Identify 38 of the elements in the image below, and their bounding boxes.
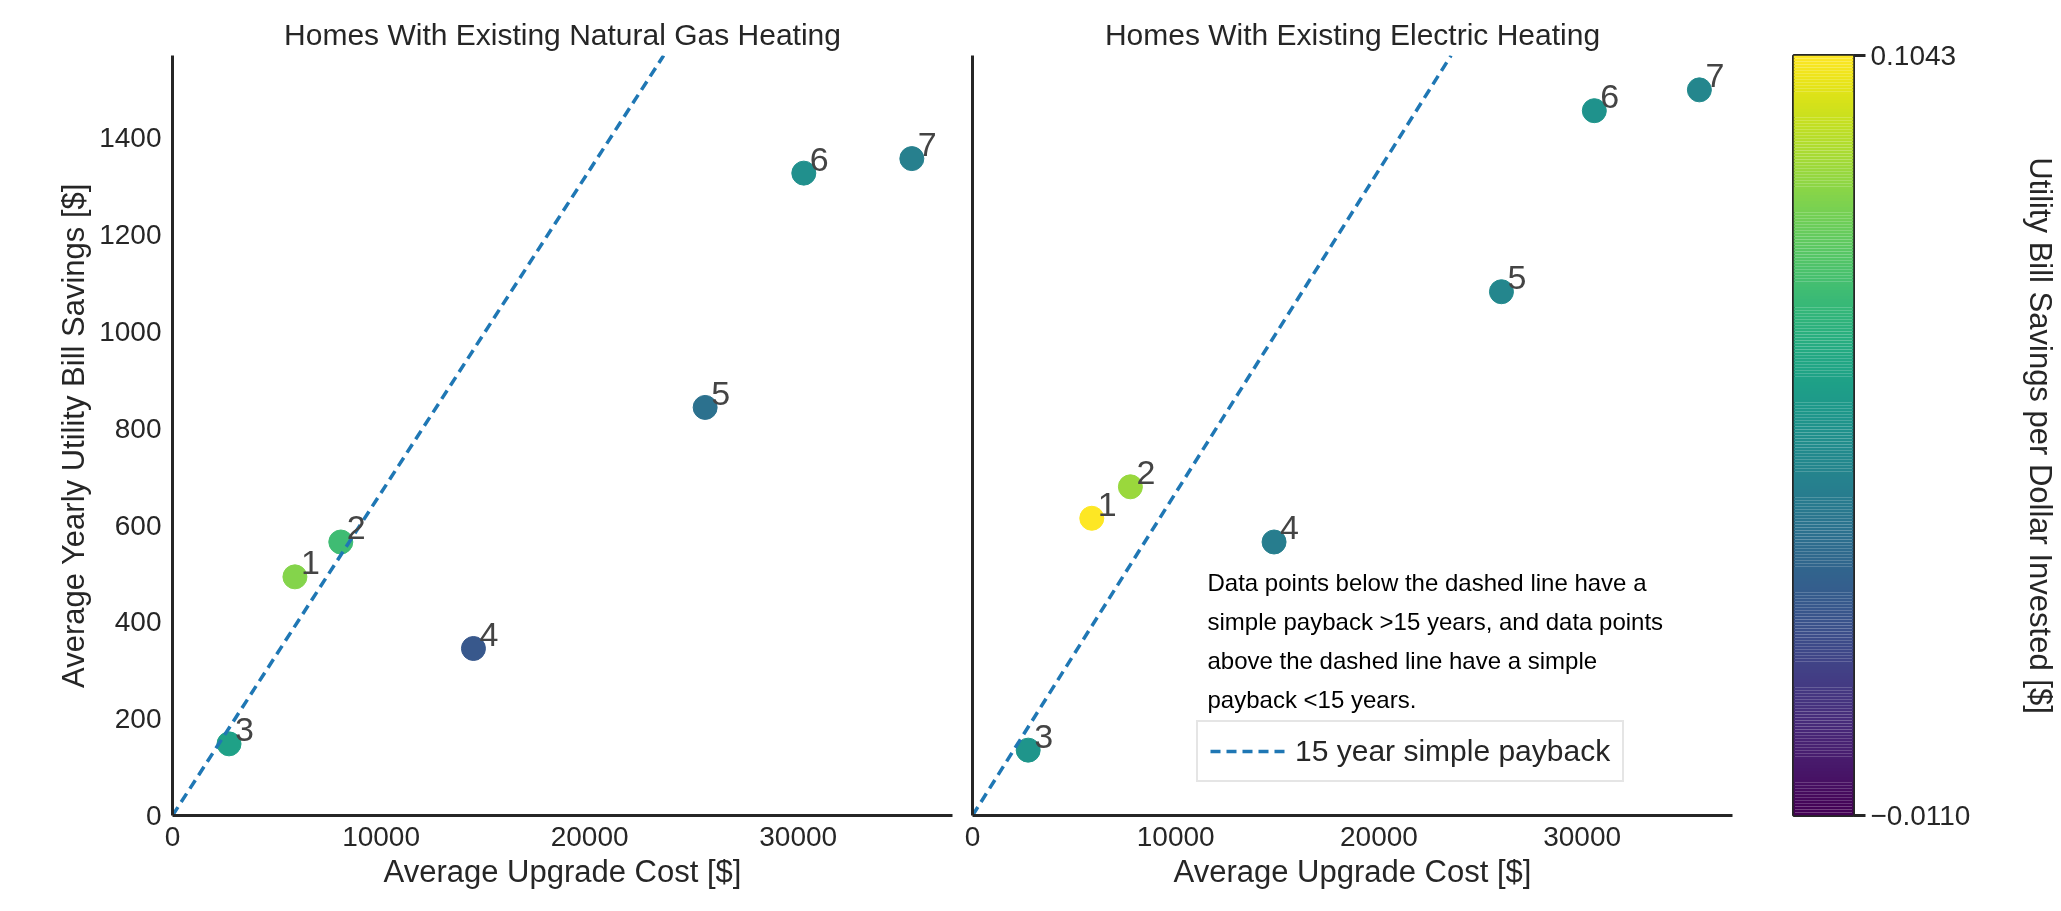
x-tick-label: 10000 [342, 820, 420, 852]
x-tick-label: 20000 [1339, 820, 1418, 852]
annotation: 3 [235, 710, 254, 749]
annotation: 2 [1136, 453, 1156, 492]
annotation: 4 [1280, 508, 1299, 547]
x-tick-label: 10000 [1136, 820, 1215, 852]
color-bar-label: −0.0110 [1870, 800, 1971, 831]
annotation: 6 [1600, 77, 1620, 116]
x-tick-label: 30000 [1543, 820, 1622, 852]
annotation: 6 [809, 139, 829, 178]
x-axis-title: Average Upgrade Cost [$] [383, 853, 742, 889]
y-tick-label: 0 [145, 800, 162, 831]
annotation: 5 [711, 373, 731, 412]
y-tick-label: 1000 [99, 315, 162, 347]
annotation: Data points below the dashed line have a simple payback >15 years, and data points above the dashed line have a simple payback <15 years. [1207, 568, 1664, 713]
chart-title: Homes With Existing Electric Heating [1104, 17, 1601, 51]
annotation: 7 [917, 125, 937, 164]
y-tick-label: 200 [114, 703, 162, 735]
annotation: 1 [1097, 484, 1117, 523]
annotation: 3 [1034, 716, 1054, 755]
x-tick-label: 0 [964, 820, 981, 852]
y-tick-label: 800 [114, 412, 162, 444]
y-tick-label: 1400 [99, 122, 162, 154]
y-tick-label: 600 [114, 509, 162, 541]
annotation: 1 [300, 543, 320, 582]
y-tick-label: 400 [114, 606, 162, 638]
annotation: 7 [1705, 56, 1725, 95]
x-tick-label: 20000 [550, 820, 629, 852]
y-tick-label: 1200 [99, 219, 162, 251]
x-tick-label: 30000 [759, 820, 838, 852]
y-axis-title: Average Yearly Utility Bill Savings [$] [56, 183, 92, 688]
annotation: 5 [1507, 258, 1527, 297]
chart-title: Homes With Existing Natural Gas Heating [284, 17, 841, 51]
legend-label: 15 year simple payback [1295, 734, 1611, 768]
annotation: 4 [479, 614, 499, 653]
color-bar-label: 0.1043 [1870, 40, 1957, 71]
x-axis-title: Average Upgrade Cost [$] [1173, 853, 1532, 889]
color-bar-title: Utility Bill Savings per Dollar Invested [$] [2023, 157, 2059, 714]
